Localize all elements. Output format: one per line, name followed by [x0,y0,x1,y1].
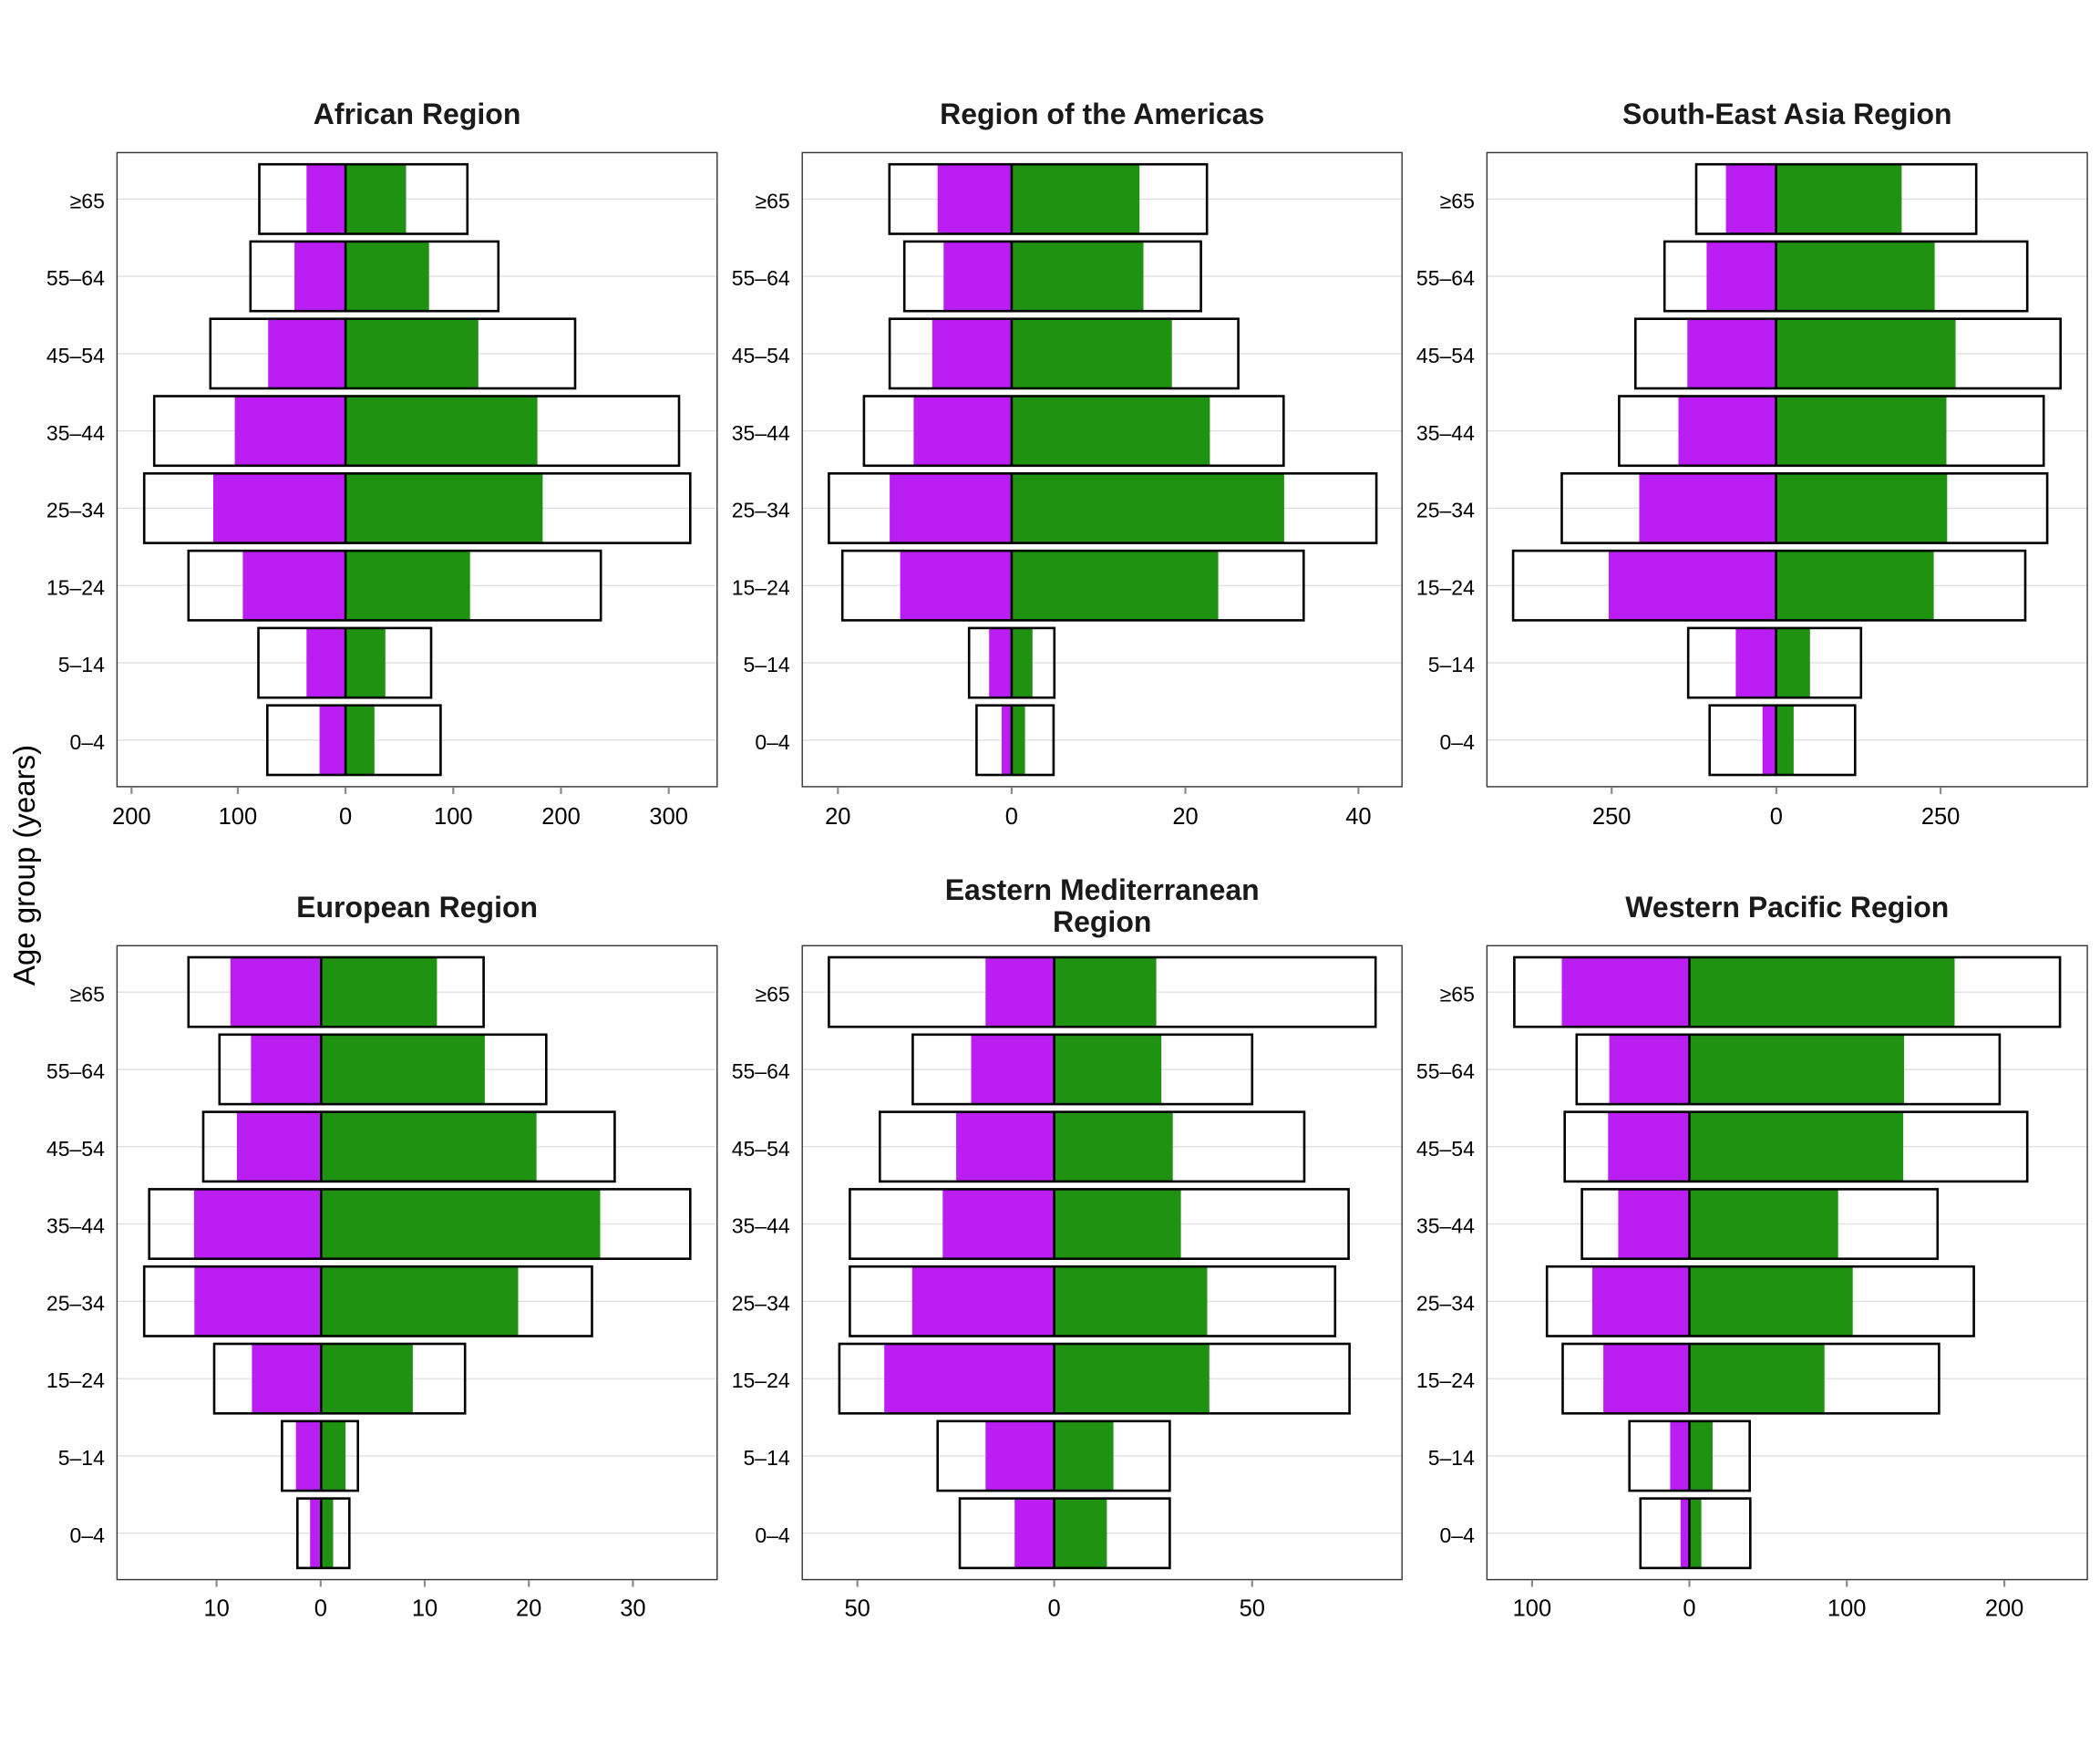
svg-text:100: 100 [1827,1596,1867,1622]
svg-text:55–64: 55–64 [732,1059,790,1083]
svg-text:0–4: 0–4 [755,730,790,754]
svg-text:100: 100 [1513,1596,1552,1622]
svg-text:45–54: 45–54 [46,344,105,367]
svg-text:European Region: European Region [296,891,538,924]
svg-text:200: 200 [112,804,151,830]
svg-text:25–34: 25–34 [1416,1292,1475,1316]
svg-text:5–14: 5–14 [1428,1446,1475,1470]
svg-text:≥65: ≥65 [70,982,105,1006]
svg-text:15–24: 15–24 [732,575,790,599]
svg-text:45–54: 45–54 [732,1137,790,1161]
svg-text:250: 250 [1592,804,1632,830]
svg-text:0: 0 [1770,804,1783,830]
svg-text:Western Pacific Region: Western Pacific Region [1625,891,1949,924]
svg-text:0–4: 0–4 [1440,1523,1476,1547]
svg-text:20: 20 [1172,804,1198,830]
svg-text:5–14: 5–14 [744,653,790,676]
svg-text:African Region: African Region [314,98,521,130]
svg-text:15–24: 15–24 [1416,575,1475,599]
svg-text:≥65: ≥65 [70,189,105,212]
svg-text:5–14: 5–14 [58,653,105,676]
svg-text:50: 50 [845,1596,870,1622]
svg-text:200: 200 [1985,1596,2024,1622]
svg-text:0–4: 0–4 [755,1523,790,1547]
svg-text:South-East Asia Region: South-East Asia Region [1622,98,1952,130]
svg-text:≥65: ≥65 [1440,189,1475,212]
svg-text:25–34: 25–34 [732,1292,790,1316]
svg-text:10: 10 [412,1596,438,1622]
svg-text:35–44: 35–44 [732,421,790,445]
svg-text:35–44: 35–44 [46,421,105,445]
svg-text:Age group (years): Age group (years) [7,745,41,986]
svg-text:25–34: 25–34 [46,499,105,522]
svg-text:10: 10 [203,1596,229,1622]
svg-text:45–54: 45–54 [1416,344,1475,367]
svg-text:35–44: 35–44 [1416,421,1475,445]
svg-text:100: 100 [219,804,258,830]
svg-text:40: 40 [1345,804,1371,830]
svg-text:15–24: 15–24 [46,1368,105,1392]
svg-text:≥65: ≥65 [755,189,789,212]
svg-text:45–54: 45–54 [46,1137,105,1161]
svg-text:20: 20 [825,804,850,830]
svg-text:200: 200 [541,804,581,830]
svg-text:≥65: ≥65 [755,982,789,1006]
svg-text:0–4: 0–4 [70,730,106,754]
svg-text:0–4: 0–4 [1440,730,1476,754]
svg-text:Region: Region [1053,905,1151,938]
svg-text:0: 0 [314,1596,327,1622]
svg-text:0: 0 [1005,804,1018,830]
svg-text:35–44: 35–44 [46,1214,105,1238]
svg-text:55–64: 55–64 [46,266,105,290]
svg-text:15–24: 15–24 [46,575,105,599]
svg-text:30: 30 [620,1596,645,1622]
svg-text:0–4: 0–4 [70,1523,106,1547]
svg-text:45–54: 45–54 [732,344,790,367]
svg-text:300: 300 [649,804,688,830]
svg-text:0: 0 [1683,1596,1695,1622]
svg-text:5–14: 5–14 [58,1446,105,1470]
svg-text:Region of the Americas: Region of the Americas [940,98,1264,130]
svg-text:Eastern Mediterranean: Eastern Mediterranean [945,873,1260,906]
svg-text:50: 50 [1240,1596,1265,1622]
svg-text:35–44: 35–44 [1416,1214,1475,1238]
svg-text:25–34: 25–34 [732,499,790,522]
svg-text:5–14: 5–14 [1428,653,1475,676]
svg-text:0: 0 [339,804,352,830]
svg-text:55–64: 55–64 [1416,266,1475,290]
svg-text:55–64: 55–64 [732,266,790,290]
svg-text:5–14: 5–14 [744,1446,790,1470]
svg-text:55–64: 55–64 [46,1059,105,1083]
svg-text:≥65: ≥65 [1440,982,1475,1006]
svg-text:250: 250 [1921,804,1961,830]
svg-text:100: 100 [434,804,473,830]
svg-text:25–34: 25–34 [1416,499,1475,522]
svg-text:35–44: 35–44 [732,1214,790,1238]
svg-text:25–34: 25–34 [46,1292,105,1316]
svg-text:20: 20 [516,1596,541,1622]
svg-text:55–64: 55–64 [1416,1059,1475,1083]
svg-text:45–54: 45–54 [1416,1137,1475,1161]
svg-text:15–24: 15–24 [1416,1368,1475,1392]
svg-text:0: 0 [1048,1596,1061,1622]
svg-text:15–24: 15–24 [732,1368,790,1392]
